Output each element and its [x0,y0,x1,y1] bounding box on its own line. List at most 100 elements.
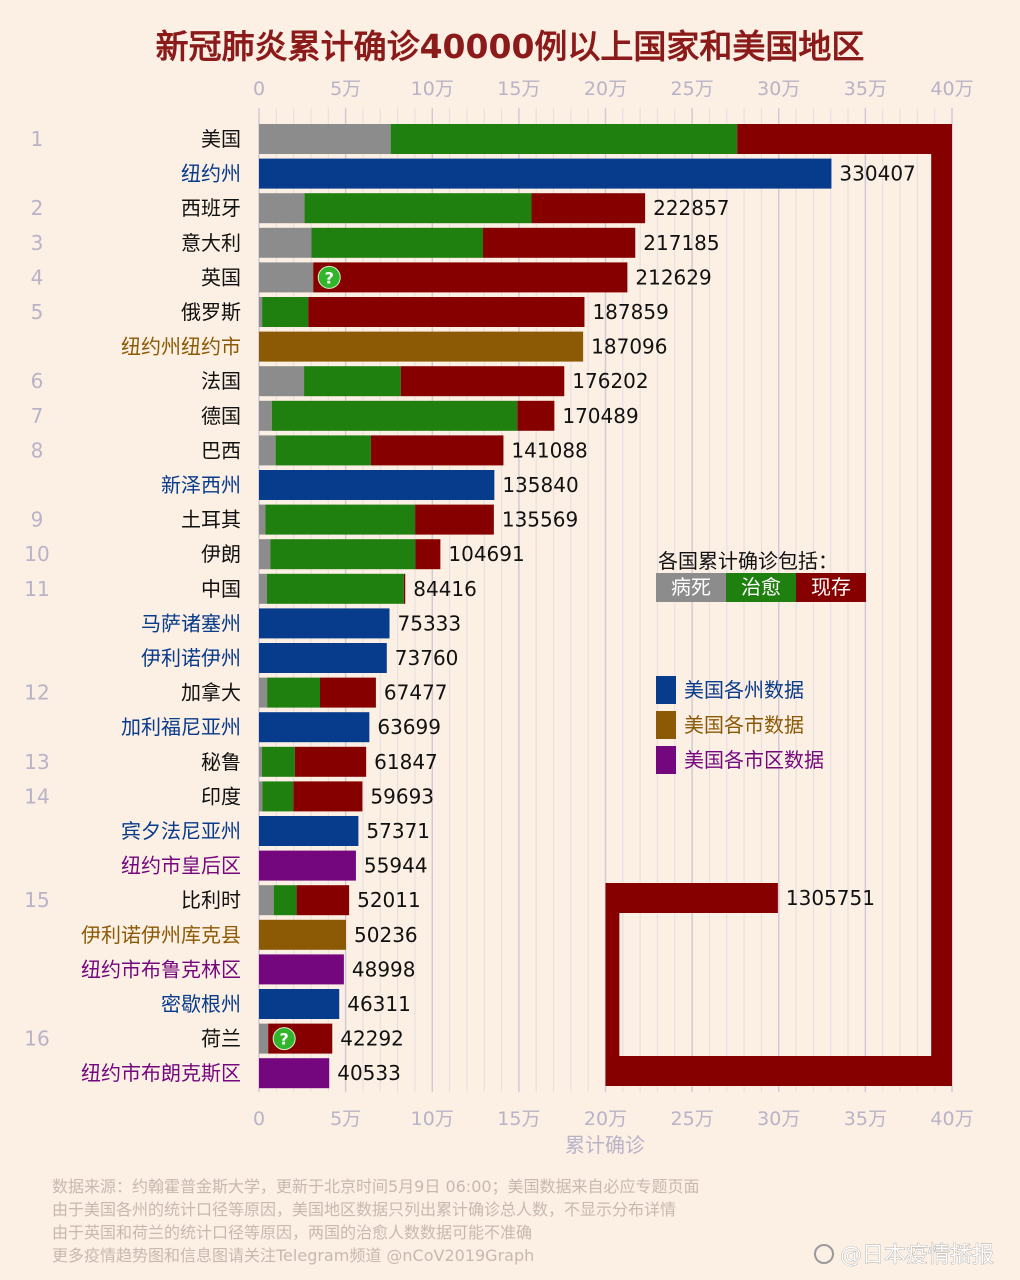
bar-row [259,470,495,500]
category-label: 西班牙 [181,196,241,220]
bar [259,158,832,189]
x-tick-bottom: 5万 [330,1108,361,1130]
category-label: 秘鲁 [201,750,241,774]
category-label: 意大利 [181,231,241,255]
bar-segment [400,366,565,397]
rank-label: 3 [31,231,44,255]
bar-row [259,919,347,950]
bar-row [259,643,387,673]
bar-segment [259,227,312,258]
category-label: 纽约州 [181,162,241,186]
footer-line-2: 由于美国各州的统计口径等原因，美国地区数据只列出累计确诊总人数，不显示分布详情 [52,1200,676,1219]
category-label: 伊利诺伊州 [141,646,241,670]
value-label: 46311 [347,992,411,1016]
legend-item-label: 美国各市区数据 [684,748,824,772]
bar [259,954,344,985]
bar-row [259,504,494,535]
bar [259,989,340,1019]
x-tick-bottom: 15万 [497,1108,540,1130]
rank-label: 1 [31,127,44,151]
value-label: 212629 [635,265,711,289]
value-label: 42292 [340,1027,404,1051]
bar-segment [308,297,585,327]
category-label: 土耳其 [181,508,241,532]
bar-segment [304,193,532,224]
bar-segment [370,435,504,466]
bar-segment [259,677,268,708]
bar-segment [275,435,371,466]
rank-label: 15 [24,888,49,912]
x-tick-bottom: 10万 [411,1108,454,1130]
value-label: 135840 [502,473,578,497]
category-label: 马萨诸塞州 [141,611,241,635]
x-tick-top: 20万 [584,78,627,100]
bar-segment [531,193,646,224]
category-label: 印度 [201,784,241,808]
bar-row [259,989,340,1019]
x-tick-top: 25万 [671,78,714,100]
category-label: 纽约市布朗克斯区 [81,1061,241,1085]
bar-row [259,124,952,1086]
bar-wrap-bottom [605,1056,952,1086]
category-label: 荷兰 [201,1027,241,1051]
bar-segment [259,1023,269,1054]
x-tick-top: 0 [253,78,265,100]
bar-row [259,677,376,708]
bar-row [259,193,646,224]
bar-row [259,435,504,466]
rank-label: 10 [24,542,49,566]
bar-segment [403,573,406,604]
x-tick-bottom: 0 [253,1108,265,1130]
x-tick-top: 40万 [930,78,973,100]
category-label: 伊朗 [201,542,241,566]
category-label: 纽约市皇后区 [121,854,241,878]
bar [259,919,347,950]
bar-row [259,227,636,258]
bar-segment [259,297,263,327]
bar [259,608,390,639]
bar-row [259,573,406,604]
rank-label: 6 [31,369,44,393]
category-label: 比利时 [181,888,241,912]
rank-label: 11 [24,577,49,601]
bar-row: ? [259,1023,333,1054]
x-axis-label: 累计确诊 [565,1133,645,1157]
bar-segment [517,400,555,431]
bar-row [259,850,356,881]
bar-segment [270,539,416,570]
bar-segment [259,435,276,466]
value-label: 67477 [384,681,448,705]
uncertain-marker-text: ? [325,268,334,287]
bar [259,816,359,846]
x-tick-top: 5万 [330,78,361,100]
watermark-text: @日本疫情播报 [840,1243,994,1268]
x-tick-bottom: 20万 [584,1108,627,1130]
rank-label: 7 [31,404,44,428]
bar-row [259,158,832,189]
value-label: 187096 [591,335,667,359]
rank-label: 12 [24,681,49,705]
row-labels: 1 美国 1305751 纽约州 330407 2 西班牙 222857 3 意大利 217185 4… [24,127,916,1085]
bar [259,470,495,500]
value-label: 170489 [562,404,638,428]
value-label: 55944 [364,854,428,878]
bar-segment [259,366,305,397]
category-label: 法国 [201,369,241,393]
bar-row [259,712,370,743]
category-label: 纽约市布鲁克林区 [81,957,241,981]
category-label: 密歇根州 [161,992,241,1016]
bar-segment [293,781,363,812]
uncertain-marker-text: ? [280,1030,289,1049]
value-label: 104691 [448,542,524,566]
bar [259,331,584,362]
category-label: 新泽西州 [161,473,241,497]
footer: 数据来源：约翰霍普金斯大学，更新于北京时间5月9日 06:00；美国数据来自必应… [52,1177,700,1265]
category-label: 宾夕法尼亚州 [121,819,241,843]
rank-label: 5 [31,300,44,324]
rank-label: 9 [31,508,44,532]
bar-segment [259,124,391,154]
bar-wrap-left [605,883,620,1056]
rank-label: 8 [31,438,44,462]
rank-label: 4 [31,265,44,289]
